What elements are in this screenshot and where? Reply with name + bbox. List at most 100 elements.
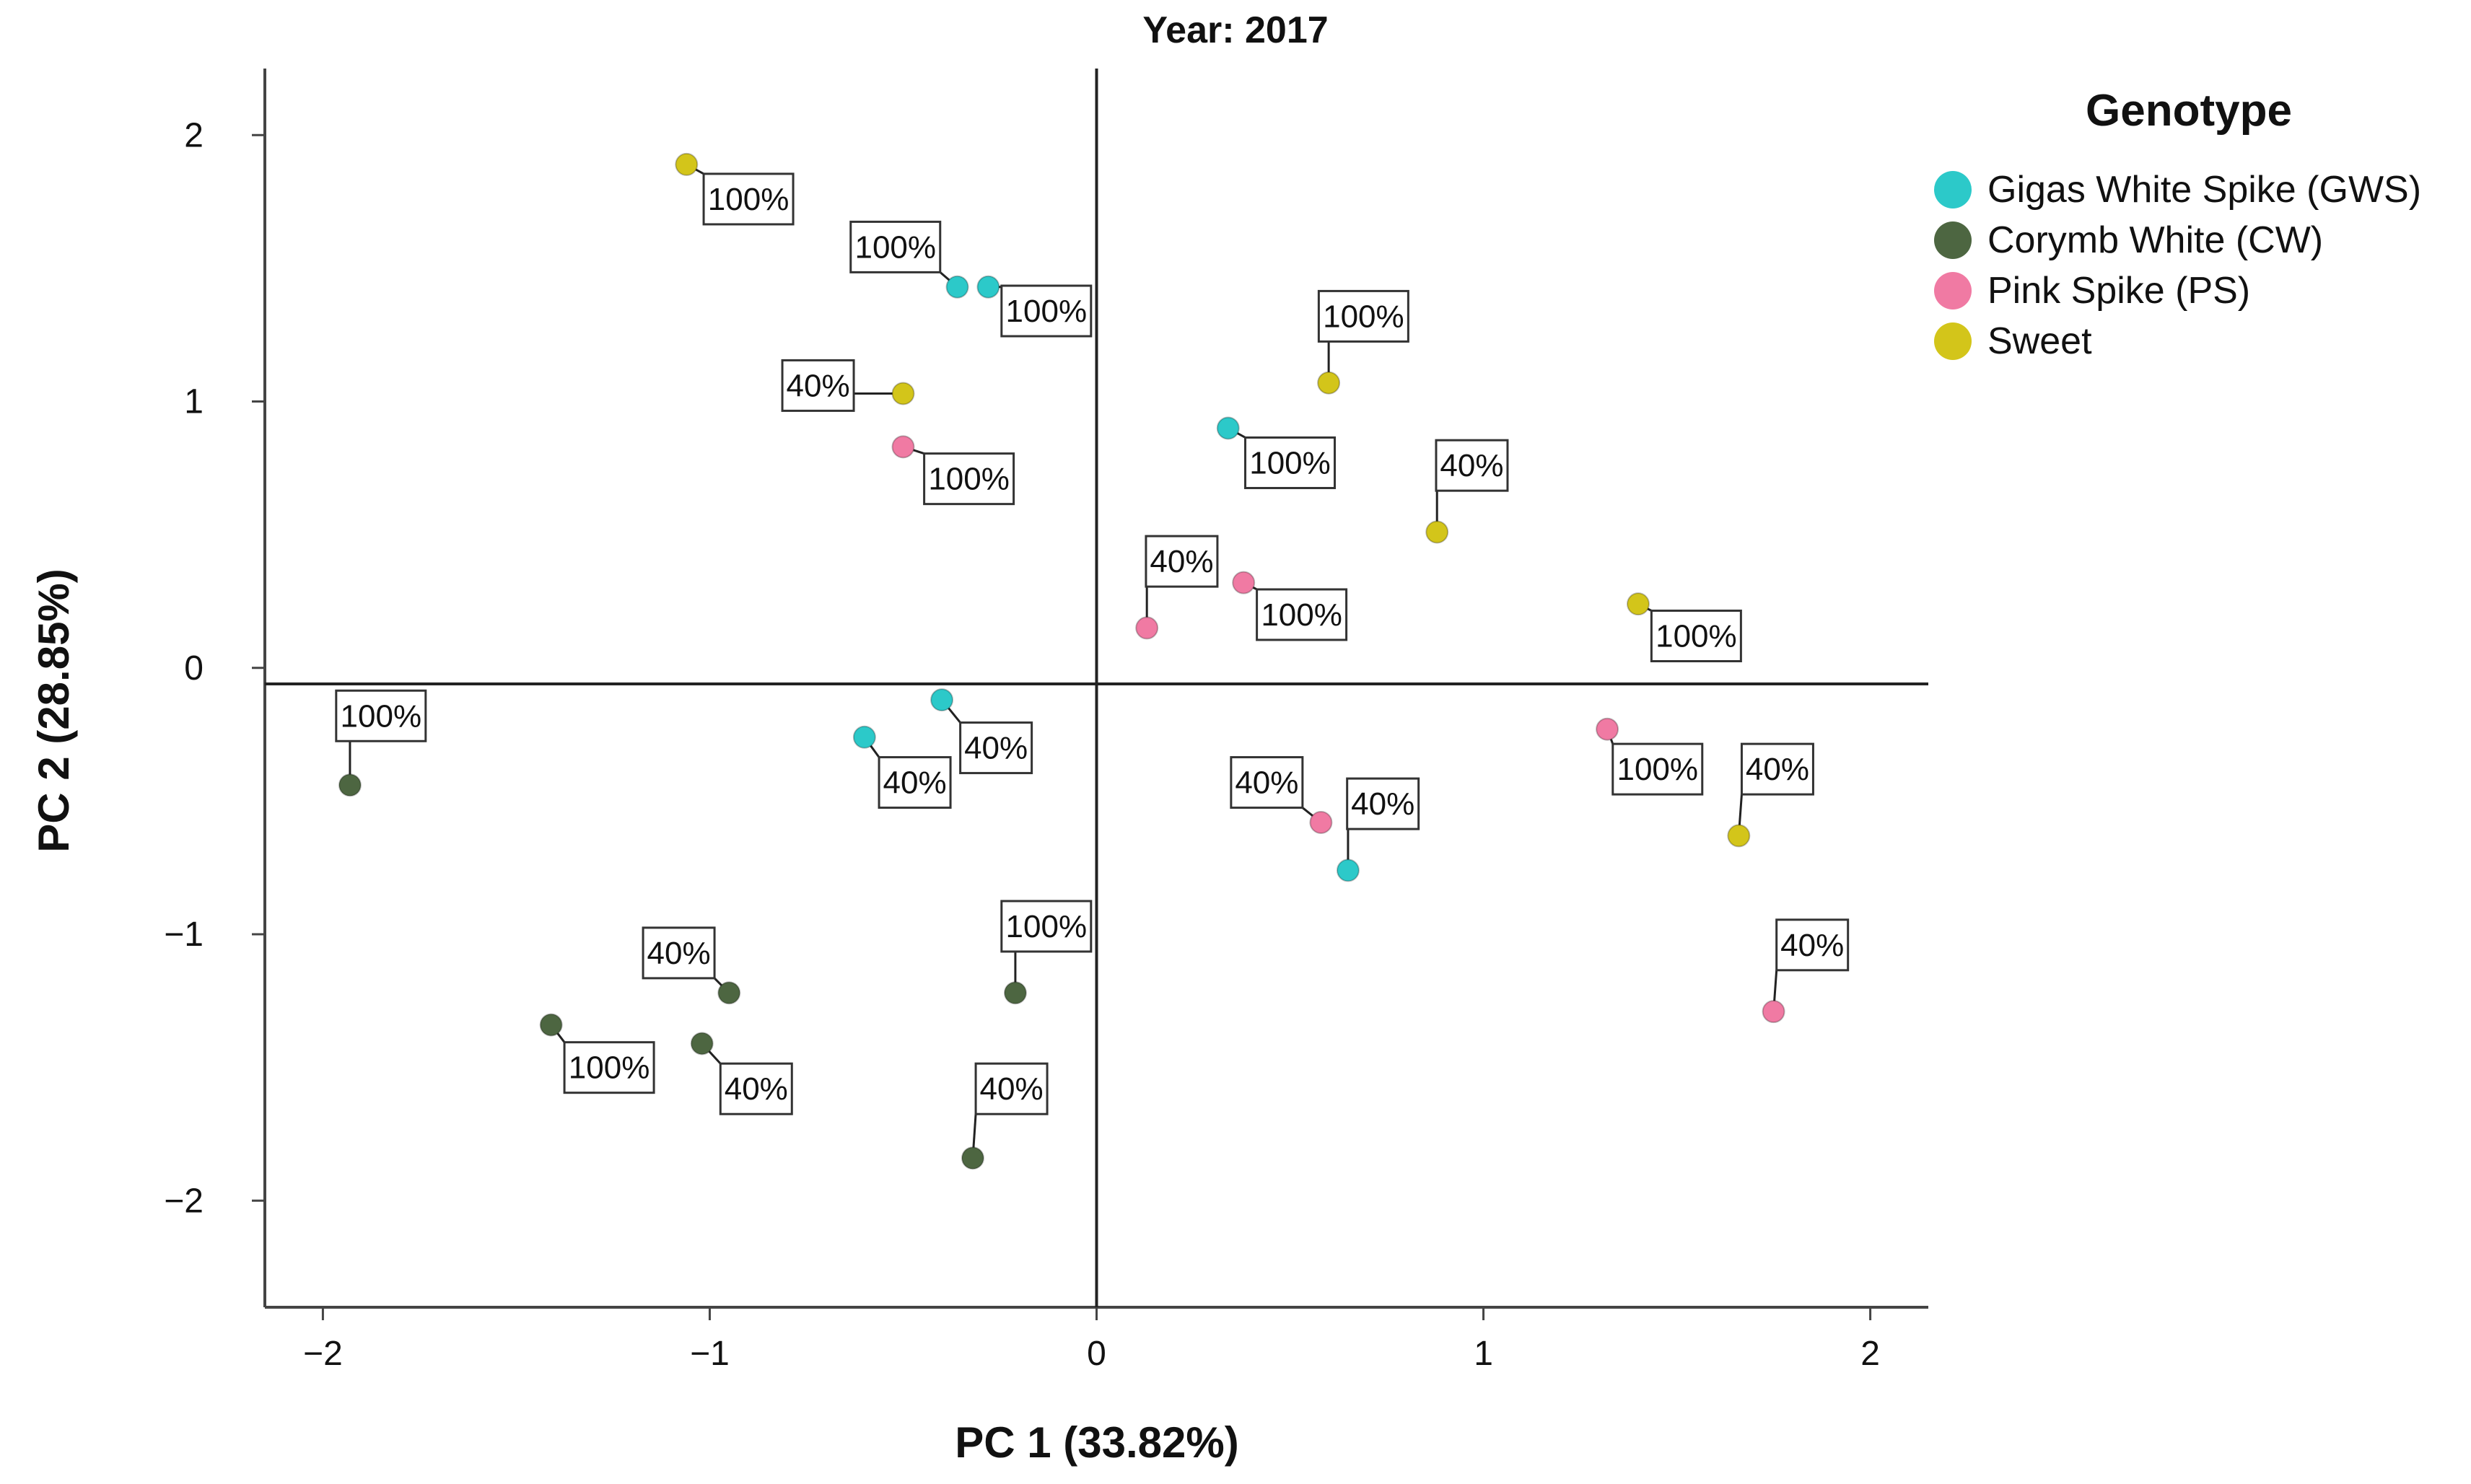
legend-marker [1934,322,1972,360]
point-label-box [974,1062,1049,1115]
point-label: 100% [1261,597,1342,633]
legend-item: Corymb White (CW) [1934,215,2421,265]
data-point [1626,592,1650,616]
point-label-box [1611,742,1704,796]
point-label: 40% [647,936,711,971]
x-tick-label: 0 [1087,1335,1106,1373]
point-label-box [959,721,1033,775]
data-point [891,435,915,459]
point-label: 40% [1235,765,1298,801]
point-label-box [1145,535,1219,588]
point-label: 40% [964,731,1028,766]
point-label: 40% [1351,786,1414,822]
data-point [1309,810,1333,834]
legend-label: Sweet [1987,320,2092,362]
point-label-box [1775,918,1850,972]
data-point [930,688,954,712]
point-label-box [642,926,716,980]
point-label-box [1650,609,1742,662]
data-point [1762,1000,1785,1024]
point-label: 100% [1249,445,1331,480]
point-label: 100% [1006,909,1088,944]
data-point [690,1032,714,1055]
point-label: 100% [1617,752,1698,787]
data-point [717,981,741,1005]
legend-title: Genotype [2086,86,2292,136]
data-point [1135,616,1159,640]
point-label: 40% [787,368,850,403]
point-label: 40% [725,1071,788,1107]
point-label: 100% [1323,299,1404,334]
y-tick-label: 1 [184,383,204,421]
point-label: 100% [569,1050,650,1086]
x-axis-title: PC 1 (33.82%) [955,1418,1239,1467]
data-point [675,152,699,176]
point-label-box [702,172,795,226]
point-label-box [1740,742,1814,796]
chart-title: Year: 2017 [1142,9,1329,51]
data-point [961,1146,984,1170]
data-point [1727,824,1751,848]
y-tick-label: 0 [184,649,204,688]
y-axis-title: PC 2 (28.85%) [30,568,78,853]
point-label: 40% [1746,752,1809,787]
point-label-box [781,359,855,412]
legend-item: Sweet [1934,316,2421,366]
data-point [1317,371,1341,395]
point-label-box [878,756,952,809]
legend-item: Gigas White Spike (GWS) [1934,164,2421,215]
data-point [891,382,915,405]
point-label: 100% [1006,294,1088,329]
y-tick-label: 2 [184,116,204,154]
point-label: 100% [854,229,936,265]
data-point [1232,571,1256,594]
point-label: 40% [1780,928,1844,963]
point-label-box [1317,289,1409,343]
legend-label: Pink Spike (PS) [1987,270,2251,312]
point-label-box [1000,284,1093,338]
data-point [539,1013,563,1037]
legend-label: Gigas White Spike (GWS) [1987,169,2422,211]
point-label-box [923,452,1015,506]
legend-marker [1934,171,1972,208]
x-tick-label: −2 [303,1335,343,1373]
point-label-box [1244,436,1337,489]
data-point [976,275,1000,299]
data-point [1596,717,1619,741]
data-point [1216,416,1240,440]
point-label: 40% [1150,544,1213,579]
point-label: 100% [1656,618,1737,654]
point-label-box [719,1062,793,1115]
data-point [338,773,362,797]
point-label-box [563,1041,655,1094]
data-point [1336,859,1360,882]
point-label: 40% [883,765,947,801]
x-tick-label: 1 [1474,1335,1493,1373]
point-label: 100% [928,462,1010,497]
point-label: 40% [1440,448,1503,483]
x-tick-label: 2 [1860,1335,1880,1373]
point-label: 40% [980,1071,1044,1107]
data-point [1425,520,1449,544]
legend-label: Corymb White (CW) [1987,219,2324,261]
point-label-box [849,220,942,273]
legend-marker [1934,272,1972,309]
point-label-box [1346,777,1420,830]
legend-marker [1934,221,1972,259]
data-point [1003,981,1027,1005]
point-label-box [1230,756,1304,809]
data-point [945,275,969,299]
point-label: 100% [708,182,790,217]
legend-item: Pink Spike (PS) [1934,265,2421,316]
y-tick-label: −1 [164,916,204,954]
point-label-box [335,689,427,742]
y-tick-label: −2 [164,1182,204,1220]
point-label: 100% [341,698,422,734]
data-point [852,725,876,749]
legend: Gigas White Spike (GWS) Corymb White (CW)… [1934,164,2421,366]
point-label-box [1435,439,1509,492]
point-label-box [1256,588,1348,641]
x-tick-label: −1 [690,1335,730,1373]
point-label-box [1000,900,1093,953]
